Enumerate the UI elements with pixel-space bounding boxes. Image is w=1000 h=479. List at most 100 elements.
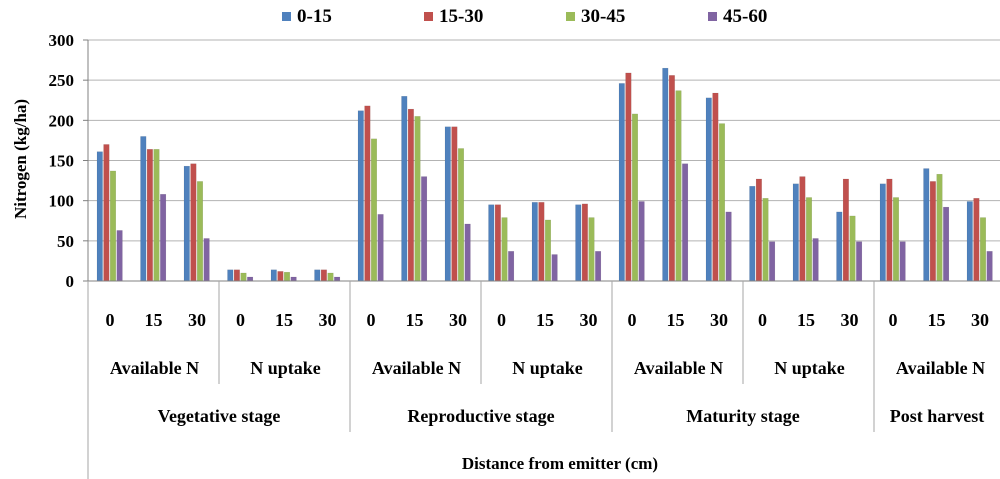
bar-15-30-6 [364, 105, 371, 282]
bar-0-15-12 [618, 83, 625, 282]
legend-swatch-30-45 [566, 12, 575, 21]
bar-30-45-14 [719, 123, 726, 282]
legend-label-15-30: 15-30 [439, 6, 483, 27]
bar-15-30-13 [668, 75, 675, 282]
bar-30-45-0 [109, 170, 116, 282]
x-stage-label: Reproductive stage [407, 406, 554, 426]
bar-30-45-2 [196, 181, 203, 282]
x-category-label: 15 [406, 310, 424, 330]
bar-30-45-15 [762, 198, 769, 282]
bar-30-45-7 [414, 116, 421, 282]
x-category-label: 30 [841, 310, 859, 330]
bar-0-15-5 [314, 269, 321, 282]
bar-45-60-17 [856, 241, 863, 282]
bar-30-45-12 [632, 113, 639, 282]
bar-45-60-4 [290, 276, 297, 282]
bar-45-60-0 [116, 230, 123, 282]
bar-15-30-18 [886, 178, 893, 282]
bar-45-60-8 [464, 223, 471, 282]
bar-0-15-17 [836, 211, 843, 282]
bar-45-60-14 [725, 211, 732, 282]
x-group-label: Available N [896, 358, 985, 378]
x-category-label: 30 [188, 310, 206, 330]
x-category-label: 0 [236, 310, 245, 330]
y-tick-label: 200 [49, 111, 75, 130]
bar-30-45-10 [545, 219, 552, 282]
y-tick-label: 100 [49, 192, 75, 211]
bar-0-15-2 [183, 165, 190, 282]
x-axis-title: Distance from emitter (cm) [462, 454, 658, 473]
bar-45-60-13 [682, 163, 689, 282]
bar-30-45-16 [806, 197, 813, 282]
bar-0-15-9 [488, 204, 495, 282]
x-category-label: 0 [628, 310, 637, 330]
bar-0-15-4 [270, 269, 277, 282]
bar-15-30-16 [799, 176, 806, 282]
bar-15-30-0 [103, 144, 110, 282]
x-group-label: Available N [110, 358, 199, 378]
bars [96, 67, 993, 282]
bar-15-30-15 [755, 178, 762, 282]
bar-45-60-3 [247, 276, 254, 282]
bar-0-15-10 [531, 202, 538, 282]
y-tick-label: 0 [66, 272, 75, 291]
x-group-label: N uptake [774, 358, 845, 378]
bar-45-60-10 [551, 254, 558, 282]
x-category-label: 30 [710, 310, 728, 330]
x-stage-label: Post harvest [890, 406, 984, 426]
bar-15-30-14 [712, 92, 719, 282]
bar-45-60-20 [986, 251, 993, 282]
bar-45-60-19 [943, 206, 950, 282]
bar-15-30-12 [625, 72, 632, 282]
bar-0-15-3 [227, 269, 234, 282]
x-category-label: 0 [367, 310, 376, 330]
x-group-label: Available N [634, 358, 723, 378]
y-tick-label: 50 [57, 232, 74, 251]
bar-45-60-1 [160, 194, 167, 282]
bar-30-45-17 [849, 215, 856, 282]
y-tick-label: 150 [49, 152, 75, 171]
bar-15-30-7 [407, 108, 414, 282]
legend: 0-15 15-30 30-45 45-60 [282, 6, 767, 27]
bar-15-30-8 [451, 126, 458, 282]
bar-15-30-19 [929, 181, 936, 282]
bar-45-60-12 [638, 201, 645, 282]
x-category-label: 0 [889, 310, 898, 330]
bar-0-15-20 [966, 201, 973, 282]
bar-45-60-16 [812, 238, 819, 282]
bar-0-15-14 [705, 97, 712, 282]
bar-45-60-18 [899, 241, 906, 282]
bar-15-30-20 [973, 198, 980, 282]
x-category-label: 0 [497, 310, 506, 330]
bar-30-45-1 [153, 149, 160, 282]
bar-45-60-5 [334, 276, 341, 282]
bar-45-60-11 [595, 251, 602, 282]
bar-0-15-0 [96, 151, 103, 282]
bar-0-15-8 [444, 126, 451, 282]
bar-30-45-3 [240, 272, 247, 282]
bar-30-45-4 [284, 271, 291, 282]
x-group-label: Available N [372, 358, 461, 378]
category-table: 0 15 30 0 15 30 0 15 30 0 15 30 0 15 30 0 15 30 0 15 30 Avail… [87, 281, 989, 479]
bar-30-45-20 [980, 217, 987, 282]
bar-15-30-1 [146, 149, 153, 282]
x-category-label: 15 [928, 310, 946, 330]
bar-15-30-3 [233, 269, 240, 282]
x-category-label: 15 [797, 310, 815, 330]
x-category-label: 30 [319, 310, 337, 330]
x-group-label: N uptake [250, 358, 321, 378]
bar-45-60-7 [421, 176, 428, 282]
bar-45-60-6 [377, 214, 384, 282]
bar-0-15-13 [662, 67, 669, 282]
bar-45-60-9 [508, 251, 515, 282]
bar-0-15-6 [357, 110, 364, 282]
bar-0-15-18 [879, 183, 886, 282]
x-category-label: 30 [971, 310, 989, 330]
bar-0-15-19 [923, 168, 930, 282]
x-category-label: 15 [667, 310, 685, 330]
legend-label-45-60: 45-60 [723, 6, 767, 27]
x-stage-label: Vegetative stage [158, 406, 281, 426]
x-category-label: 30 [580, 310, 598, 330]
bar-15-30-2 [190, 163, 197, 282]
